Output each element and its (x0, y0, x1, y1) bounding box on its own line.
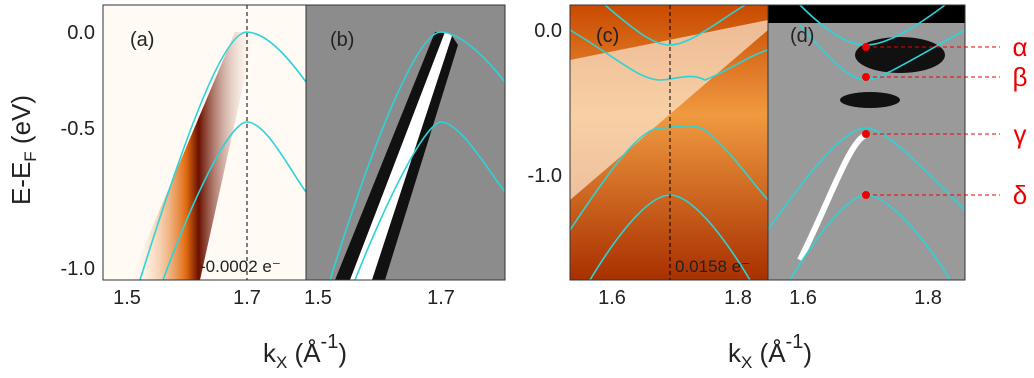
band-label: α (1012, 32, 1027, 62)
x-tick-label: 1.6 (598, 287, 626, 309)
x-label-sup: -1 (786, 331, 804, 353)
band-label: β (1013, 62, 1028, 92)
x-tick-label: 1.5 (113, 287, 141, 309)
x-axis-labels: kX (Å-1) kX (Å-1) (263, 331, 812, 372)
panel-label: (d) (790, 25, 814, 47)
x-label-main: k (728, 338, 742, 368)
band-label: γ (1014, 119, 1027, 149)
y-tick-label: 0.0 (67, 22, 95, 44)
panel-label: (c) (596, 25, 619, 47)
x-label-close: ) (803, 338, 812, 368)
panel-c (569, 4, 769, 281)
x-tick-label: 1.5 (304, 287, 332, 309)
y-tick-label: -1.0 (528, 165, 562, 187)
x-label-close: ) (338, 338, 347, 368)
x-tick-label: 1.7 (427, 287, 455, 309)
x-tick-label: 1.8 (724, 287, 752, 309)
y-tick-label: -0.5 (61, 118, 95, 140)
y-axis-label: E-EF (eV) (6, 95, 40, 205)
y-tick-label: -1.0 (61, 258, 95, 280)
annotation: 0.0158 e⁻ (675, 257, 750, 276)
x-label-sub: X (276, 353, 287, 372)
x-axis-label: kX (Å-1) (263, 331, 347, 372)
band-markers (866, 46, 1000, 196)
x-tick-label: 1.8 (914, 287, 942, 309)
y-tick-label: 0.0 (534, 20, 562, 42)
panel-b (305, 4, 506, 281)
panel-label: (b) (330, 29, 354, 51)
panel-a (102, 4, 307, 281)
x-label-unit: (Å (752, 338, 786, 368)
marker-dots (862, 43, 870, 199)
x-label-unit: (Å (287, 338, 321, 368)
x-label-sup: -1 (321, 331, 339, 353)
x-axis-label: kX (Å-1) (728, 331, 812, 372)
y-label-sub: F (21, 151, 40, 161)
x-label-sub: X (741, 353, 752, 372)
annotation: -0.0002 e⁻ (200, 257, 281, 276)
x-label-main: k (263, 338, 277, 368)
band-label: δ (1013, 180, 1027, 210)
x-tick-label: 1.6 (789, 287, 817, 309)
x-tick-label: 1.7 (233, 287, 261, 309)
y-label-main: E-E (6, 162, 36, 205)
panel-label: (a) (130, 29, 154, 51)
y-label-unit: (eV) (6, 95, 36, 151)
